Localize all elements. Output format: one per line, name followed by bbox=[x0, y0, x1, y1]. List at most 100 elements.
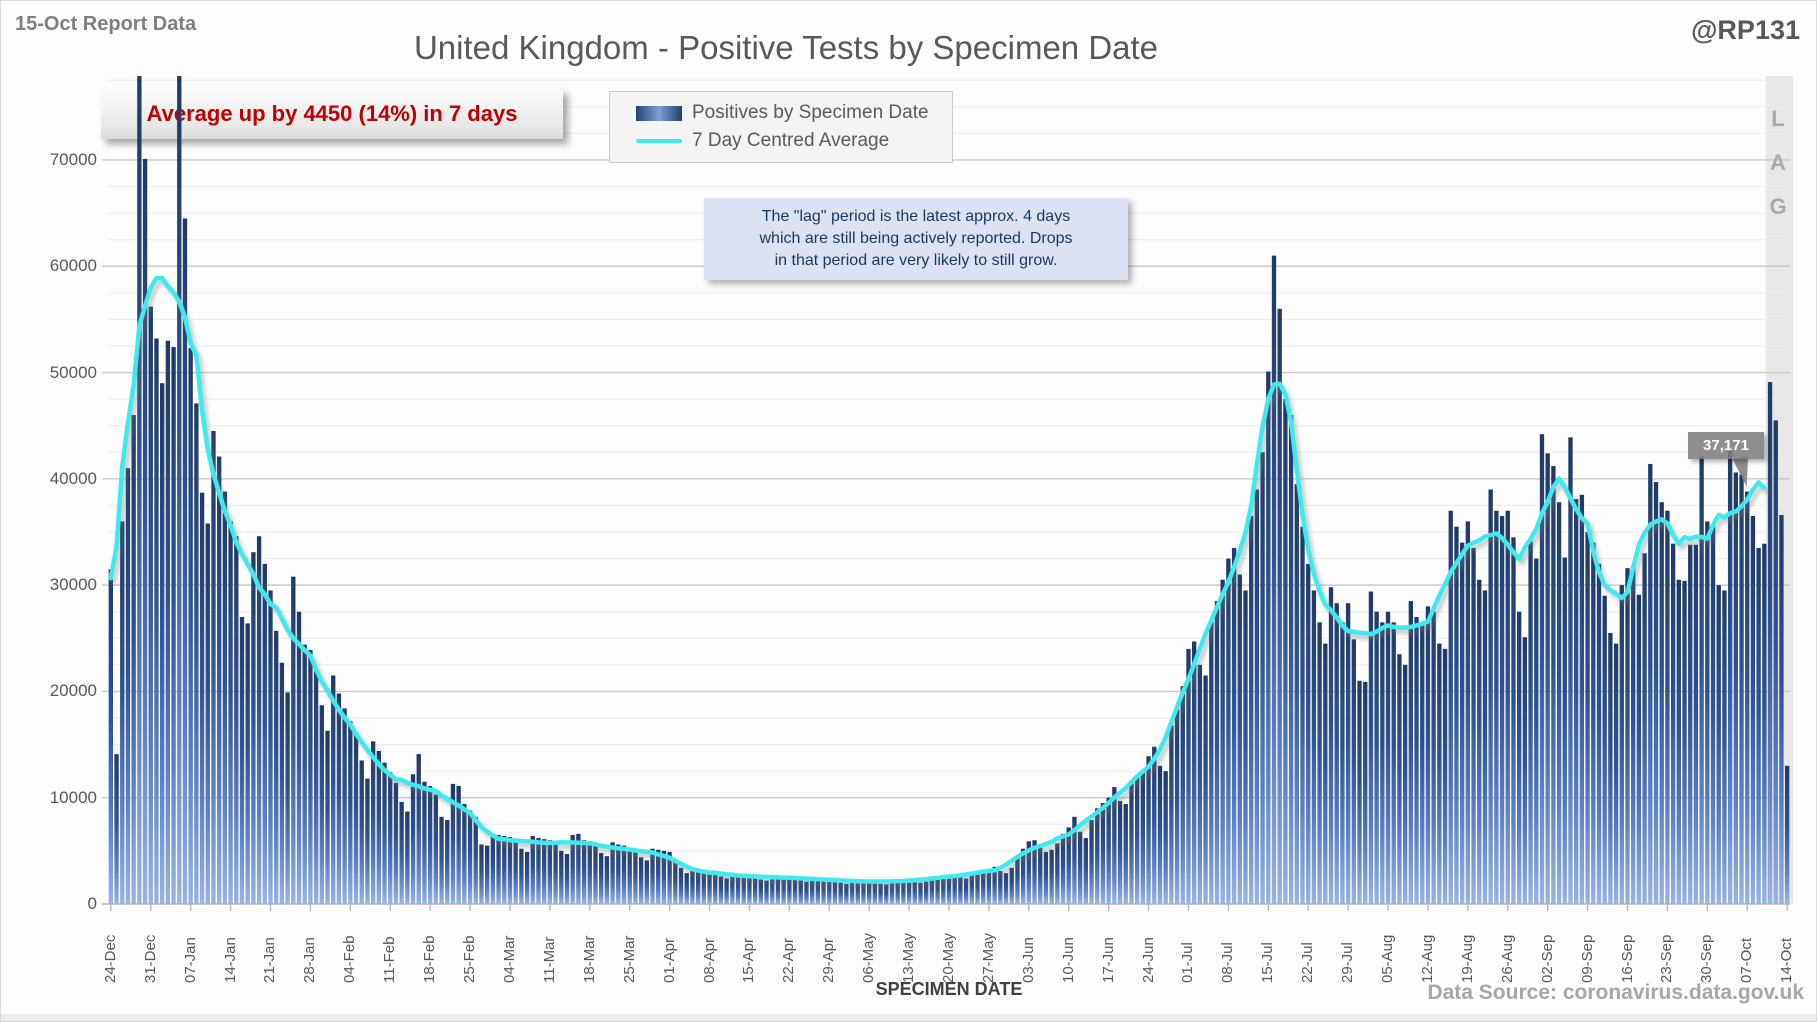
bar bbox=[1095, 808, 1100, 904]
bar bbox=[1745, 491, 1750, 904]
bar bbox=[445, 820, 450, 904]
bar bbox=[781, 876, 786, 904]
bar bbox=[872, 881, 878, 904]
bar bbox=[1773, 420, 1778, 904]
bar bbox=[741, 874, 746, 904]
bar bbox=[1648, 463, 1653, 904]
bar bbox=[1420, 622, 1425, 904]
bar bbox=[171, 347, 176, 904]
bar bbox=[336, 693, 342, 904]
legend-line-label: 7 Day Centred Average bbox=[692, 130, 890, 151]
bar bbox=[1146, 756, 1151, 904]
bar bbox=[1670, 543, 1676, 904]
bar bbox=[217, 456, 222, 904]
bar bbox=[650, 848, 655, 904]
bar bbox=[1363, 681, 1368, 904]
bar bbox=[1123, 804, 1128, 904]
bar bbox=[1026, 841, 1031, 904]
y-axis-label: 30000 bbox=[49, 575, 97, 595]
bar bbox=[1459, 542, 1465, 904]
bar bbox=[616, 844, 621, 904]
bar bbox=[1619, 585, 1624, 904]
bar bbox=[701, 869, 706, 904]
bar bbox=[148, 306, 153, 904]
bar bbox=[348, 721, 353, 904]
bar bbox=[889, 879, 895, 904]
bar bbox=[1613, 643, 1619, 904]
bar bbox=[234, 536, 239, 904]
bar bbox=[1197, 664, 1203, 904]
line-swatch-icon bbox=[636, 139, 682, 143]
bar bbox=[1482, 590, 1488, 904]
bar bbox=[1494, 510, 1499, 904]
bar bbox=[604, 856, 610, 904]
bar bbox=[963, 878, 969, 904]
bar bbox=[1072, 816, 1077, 904]
bar bbox=[1020, 848, 1026, 904]
bar bbox=[365, 778, 370, 904]
bar bbox=[199, 492, 205, 904]
bar bbox=[382, 762, 387, 904]
bar bbox=[770, 875, 775, 904]
bar bbox=[730, 873, 735, 904]
bar bbox=[256, 536, 262, 904]
bar bbox=[1140, 771, 1146, 904]
lag-note-line-1: The "lag" period is the latest approx. 4… bbox=[761, 208, 1071, 225]
bar bbox=[838, 882, 843, 904]
bar bbox=[1511, 537, 1516, 904]
bar bbox=[735, 874, 741, 904]
bar bbox=[673, 862, 678, 904]
bar bbox=[690, 871, 695, 904]
bar bbox=[496, 834, 501, 904]
bar bbox=[821, 878, 826, 904]
bar bbox=[1043, 851, 1049, 904]
bar bbox=[958, 877, 963, 904]
bar bbox=[405, 811, 410, 904]
bar bbox=[1499, 516, 1505, 904]
bar bbox=[1323, 643, 1328, 904]
bar bbox=[1408, 601, 1414, 904]
bar bbox=[507, 837, 513, 904]
bar bbox=[644, 860, 649, 904]
author-watermark: @RP131 bbox=[1691, 15, 1800, 45]
bar bbox=[547, 840, 553, 904]
bar bbox=[576, 833, 581, 904]
bar bbox=[1169, 725, 1174, 904]
bar bbox=[1454, 526, 1459, 904]
bar bbox=[946, 875, 952, 904]
bar bbox=[1642, 553, 1647, 904]
bar bbox=[1442, 648, 1448, 904]
bar bbox=[473, 816, 478, 904]
bar bbox=[998, 871, 1003, 904]
bar bbox=[1260, 452, 1265, 904]
lag-band-caption: L A G bbox=[1765, 97, 1791, 229]
bar bbox=[1591, 542, 1596, 904]
bar bbox=[239, 617, 245, 904]
bar bbox=[1271, 255, 1277, 904]
y-axis-label: 70000 bbox=[49, 149, 97, 169]
bar bbox=[901, 880, 906, 904]
bar bbox=[1157, 765, 1163, 904]
bar bbox=[125, 468, 131, 904]
y-axis-label: 40000 bbox=[49, 468, 97, 488]
bar bbox=[1163, 771, 1168, 904]
bar bbox=[513, 839, 518, 904]
bar bbox=[1431, 611, 1436, 904]
bar bbox=[1049, 849, 1054, 904]
bar bbox=[827, 879, 832, 904]
bar bbox=[1112, 787, 1117, 904]
bar bbox=[1659, 502, 1664, 904]
bar bbox=[667, 851, 672, 904]
bars-positives-by-specimen-date bbox=[108, 76, 1790, 905]
bar bbox=[969, 872, 974, 904]
bar bbox=[1653, 482, 1659, 904]
bar bbox=[353, 733, 359, 904]
bar bbox=[222, 491, 228, 904]
bar bbox=[707, 871, 712, 904]
bar bbox=[410, 774, 416, 904]
bar bbox=[165, 340, 171, 905]
bar bbox=[1596, 563, 1602, 904]
bar bbox=[981, 871, 986, 904]
bar bbox=[137, 76, 142, 904]
bar bbox=[581, 840, 587, 904]
